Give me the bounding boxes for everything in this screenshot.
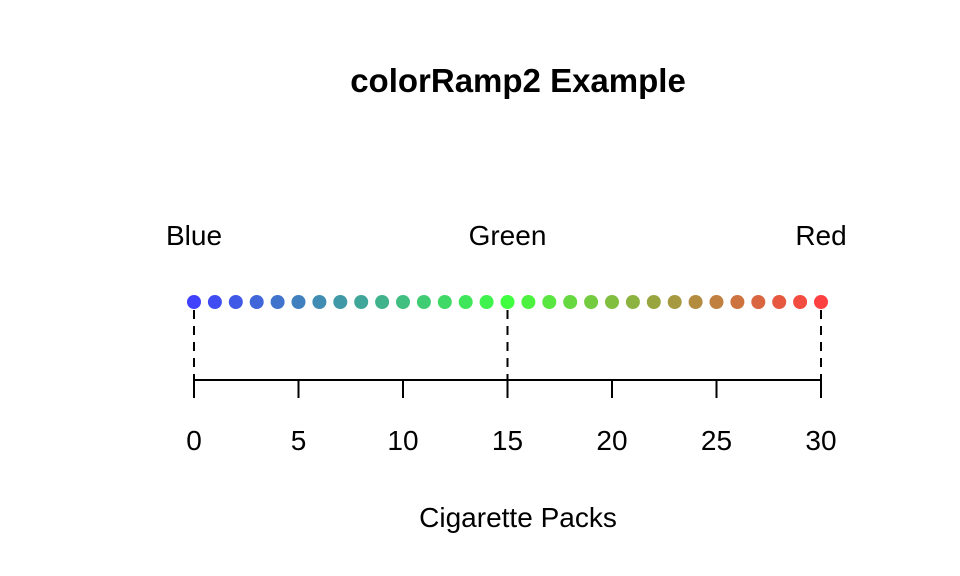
- data-point: [793, 295, 808, 309]
- x-tick-label: 30: [805, 425, 836, 456]
- data-point: [688, 295, 703, 309]
- data-point: [521, 295, 536, 309]
- data-point: [249, 295, 264, 309]
- data-point: [207, 295, 222, 309]
- data-point: [563, 295, 578, 309]
- anchor-label-green: Green: [469, 220, 547, 251]
- data-point: [228, 295, 243, 309]
- data-point: [584, 295, 599, 309]
- data-point: [333, 295, 348, 309]
- data-point: [605, 295, 619, 309]
- data-point: [291, 295, 306, 309]
- data-points: [187, 295, 828, 309]
- x-tick-label: 20: [596, 425, 627, 456]
- anchor-guide-lines: [193, 310, 822, 380]
- data-point: [312, 295, 327, 309]
- x-tick-label: 10: [387, 425, 418, 456]
- data-point: [270, 295, 285, 309]
- data-point: [667, 295, 682, 309]
- x-tick-label: 15: [492, 425, 523, 456]
- x-tick-label: 0: [186, 425, 202, 456]
- chart-title: colorRamp2 Example: [350, 62, 686, 99]
- x-axis-title: Cigarette Packs: [419, 502, 617, 533]
- data-point: [814, 295, 828, 309]
- data-point: [542, 295, 557, 309]
- data-point: [730, 295, 745, 309]
- data-point: [479, 295, 494, 309]
- data-point: [646, 295, 661, 309]
- data-point: [772, 295, 787, 309]
- data-point: [396, 295, 410, 309]
- data-point: [625, 295, 640, 309]
- x-tick-labels: 0 5 10 15 20 25 30: [186, 425, 836, 456]
- data-point: [375, 295, 390, 309]
- x-tick-label: 25: [701, 425, 732, 456]
- anchor-label-red: Red: [795, 220, 846, 251]
- data-point: [709, 295, 724, 309]
- data-point: [500, 295, 515, 309]
- data-point: [416, 295, 431, 309]
- anchor-label-blue: Blue: [166, 220, 222, 251]
- x-tick-label: 5: [291, 425, 307, 456]
- data-point: [437, 295, 452, 309]
- x-axis: [193, 379, 822, 398]
- data-point: [458, 295, 473, 309]
- data-point: [187, 295, 201, 309]
- data-point: [354, 295, 369, 309]
- data-point: [751, 295, 766, 309]
- color-anchor-labels: Blue Green Red: [166, 220, 847, 251]
